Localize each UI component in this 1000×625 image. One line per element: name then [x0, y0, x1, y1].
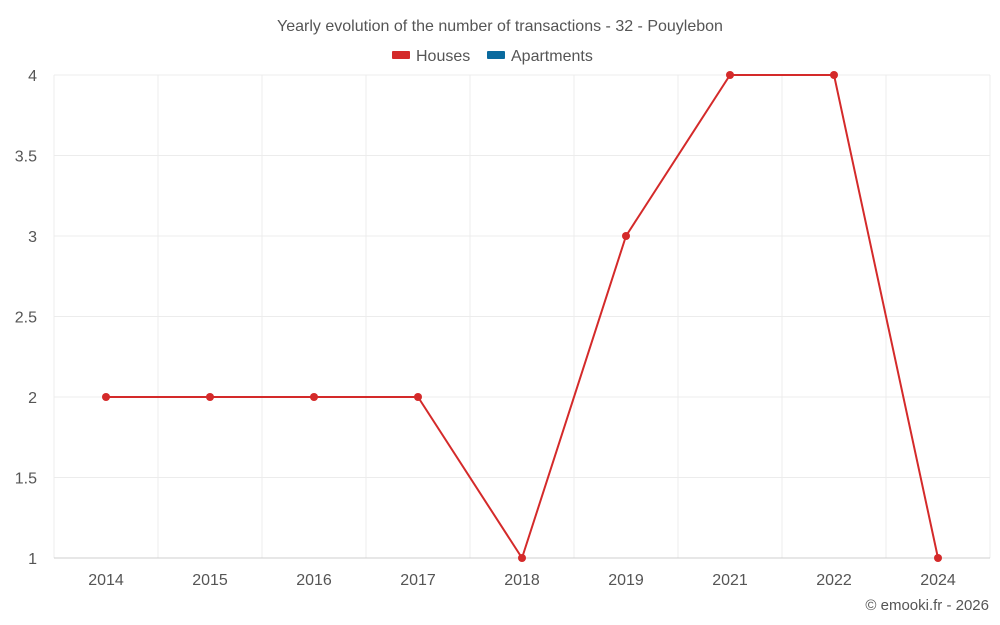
data-point[interactable] [414, 393, 422, 401]
x-tick-label: 2015 [192, 572, 228, 589]
chart-title: Yearly evolution of the number of transa… [277, 18, 723, 35]
x-tick-label: 2022 [816, 572, 852, 589]
legend-label-apartments[interactable]: Apartments [511, 48, 593, 65]
y-tick-label: 3.5 [15, 149, 37, 166]
y-tick-label: 2 [28, 390, 37, 407]
data-point[interactable] [518, 554, 526, 562]
x-tick-label: 2018 [504, 572, 540, 589]
series-layer [102, 71, 942, 562]
data-point[interactable] [934, 554, 942, 562]
data-point[interactable] [726, 71, 734, 79]
credit-text: © emooki.fr - 2026 [865, 597, 989, 614]
y-tick-label: 2.5 [15, 310, 37, 327]
x-tick-label: 2014 [88, 572, 124, 589]
legend-item-apartments[interactable]: Apartments [487, 48, 593, 65]
data-point[interactable] [310, 393, 318, 401]
legend-label-houses[interactable]: Houses [416, 48, 470, 65]
legend-swatch-apartments [487, 51, 505, 59]
data-point[interactable] [622, 232, 630, 240]
x-tick-label: 2019 [608, 572, 644, 589]
x-tick-label: 2024 [920, 572, 956, 589]
legend-item-houses[interactable]: Houses [392, 48, 470, 65]
y-tick-label: 3 [28, 229, 37, 246]
y-tick-label: 1.5 [15, 471, 37, 488]
x-tick-label: 2021 [712, 572, 748, 589]
axes: 1 1.5 2 2.5 3 3.5 4 2014 2015 2016 2017 2018 2019 202… [15, 68, 990, 589]
data-point[interactable] [830, 71, 838, 79]
x-tick-label: 2016 [296, 572, 332, 589]
y-tick-label: 4 [28, 68, 37, 85]
data-point[interactable] [206, 393, 214, 401]
y-tick-label: 1 [28, 551, 37, 568]
x-tick-label: 2017 [400, 572, 436, 589]
legend-swatch-houses [392, 51, 410, 59]
legend: Houses Apartments [392, 48, 593, 65]
data-point[interactable] [102, 393, 110, 401]
